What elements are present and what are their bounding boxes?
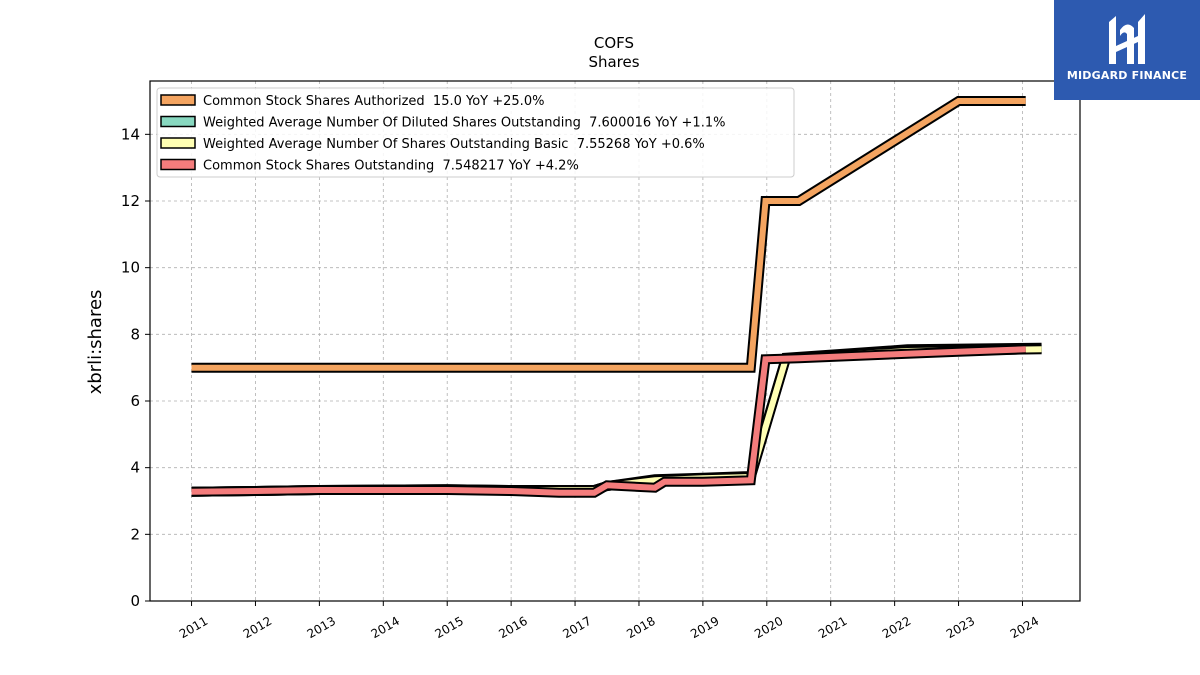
legend-swatch (160, 94, 196, 106)
y-tick-label: 10 (121, 259, 140, 277)
legend-swatch (160, 158, 196, 171)
x-tick-label: 2016 (496, 614, 529, 641)
legend-box (156, 87, 795, 178)
series-line (191, 346, 1026, 496)
legend-swatch (160, 115, 196, 128)
x-tick-label: 2020 (752, 614, 785, 641)
x-axis-ticks: 2011 2012 2013 2014 2015 2016 2017 2018 2019 2020… (177, 601, 1041, 641)
x-tick-label: 2014 (369, 614, 402, 641)
legend-label: Common Stock Shares Authorized 15.0 YoY … (203, 94, 544, 109)
x-tick-label: 2011 (177, 614, 210, 641)
legend-entry: Common Stock Shares Outstanding 7.548217… (160, 158, 579, 174)
plot-frame (149, 80, 1081, 602)
midgard-logo-icon (1109, 14, 1145, 65)
legend-swatch (160, 137, 196, 149)
x-tick-label: 2017 (560, 614, 593, 641)
y-axis-label: xbrli:shares (85, 290, 106, 395)
legend-label: Weighted Average Number Of Shares Outsta… (203, 137, 705, 152)
chart-title: COFS (594, 34, 634, 52)
legend-label: Common Stock Shares Outstanding 7.548217… (203, 159, 579, 174)
y-axis-ticks: 0 2 4 6 8 10 12 14 (121, 125, 150, 610)
x-tick-label: 2013 (305, 614, 338, 641)
y-tick-label: 6 (130, 392, 140, 410)
legend-label: Weighted Average Number Of Diluted Share… (203, 116, 725, 131)
legend-entry: Common Stock Shares Authorized 15.0 YoY … (160, 94, 544, 109)
chart-subtitle: Shares (588, 53, 639, 71)
series-4 (191, 344, 1026, 498)
x-tick-label: 2018 (624, 614, 657, 641)
brand-logo: MIDGARD FINANCE (1054, 0, 1200, 100)
series-line (191, 98, 1026, 371)
x-tick-label: 2024 (1008, 614, 1041, 641)
legend-entry: Weighted Average Number Of Diluted Share… (160, 115, 725, 131)
x-tick-label: 2012 (241, 614, 274, 641)
x-tick-label: 2019 (688, 614, 721, 641)
x-tick-label: 2022 (880, 614, 913, 641)
legend: Common Stock Shares Authorized 15.0 YoY … (156, 87, 795, 178)
y-tick-label: 8 (130, 325, 140, 343)
y-tick-label: 4 (130, 459, 140, 477)
x-tick-label: 2021 (816, 614, 849, 641)
brand-logo-text: MIDGARD FINANCE (1066, 69, 1188, 82)
y-tick-label: 12 (121, 192, 140, 210)
y-tick-label: 0 (130, 592, 140, 610)
series-1 (191, 96, 1026, 373)
x-tick-label: 2015 (432, 614, 465, 641)
y-tick-label: 14 (121, 125, 140, 143)
x-tick-label: 2023 (944, 614, 977, 641)
series-layer (191, 96, 1042, 498)
y-tick-label: 2 (130, 525, 140, 543)
legend-entry: Weighted Average Number Of Shares Outsta… (160, 137, 705, 152)
